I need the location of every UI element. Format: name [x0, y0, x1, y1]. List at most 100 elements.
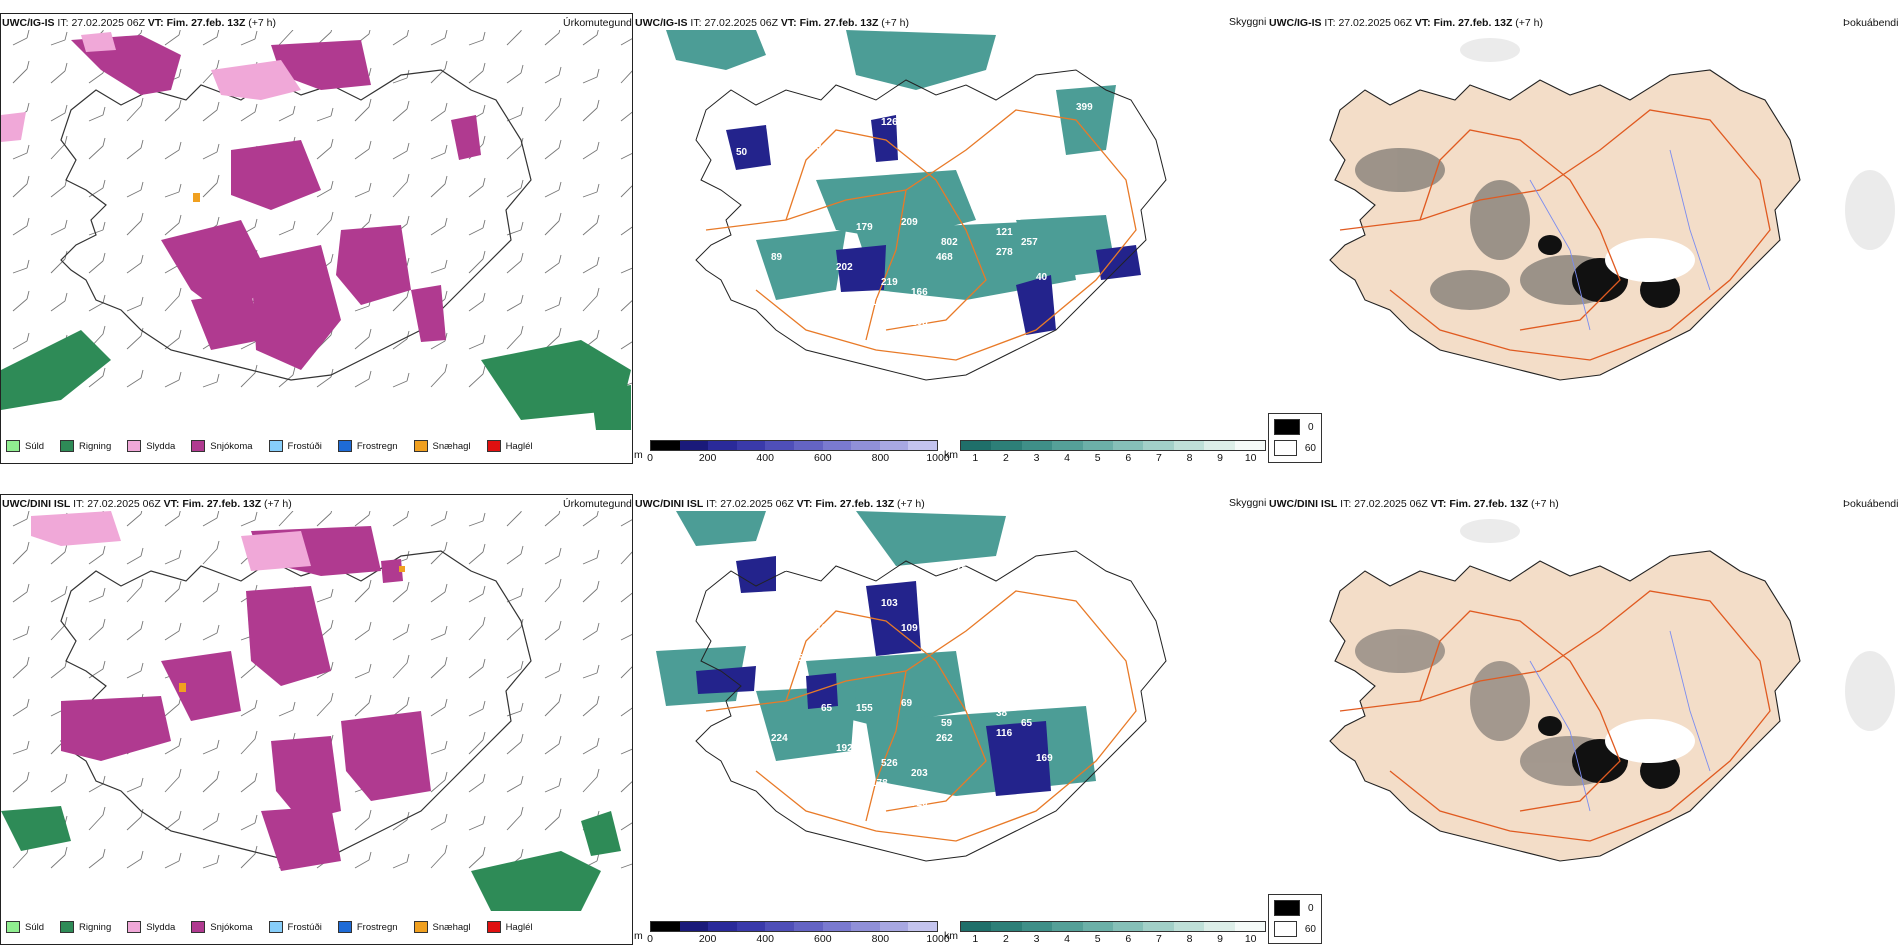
fog-legend-row: 0 — [1274, 900, 1316, 916]
visibility-value-label: 64 — [821, 222, 833, 233]
fog-legend-swatch — [1274, 921, 1297, 937]
wind-barb — [544, 66, 562, 84]
wind-barb — [582, 287, 600, 312]
wind-barb — [620, 748, 632, 755]
colorbar-cells — [960, 440, 1266, 451]
wind-barb — [12, 541, 30, 565]
legend-label: Snjókoma — [210, 440, 253, 452]
wind-barb — [50, 616, 68, 641]
wind-barb — [354, 851, 372, 869]
wind-barb — [430, 844, 448, 869]
visibility-value-label: 103 — [881, 598, 898, 609]
visibility-value-label: 34 — [816, 142, 828, 153]
visibility-value-label: 59 — [941, 718, 953, 729]
wind-barb — [316, 692, 334, 717]
wind-barb — [582, 664, 600, 679]
fog-map-top — [1329, 38, 1895, 381]
colorbar-cell — [651, 441, 680, 450]
wind-barb — [620, 822, 632, 831]
visibility-value-label: 278 — [996, 247, 1013, 258]
legend-swatch — [60, 440, 75, 452]
visibility-value-label: 50 — [736, 147, 748, 158]
wind-barb — [202, 511, 220, 527]
wind-barb — [544, 547, 562, 565]
wind-barb — [50, 31, 68, 46]
visibility-value-label: 231 — [816, 292, 833, 303]
legend-item: Slydda — [127, 440, 175, 452]
wind-barb — [392, 696, 410, 717]
colorbar-cell — [908, 441, 937, 450]
wind-barb — [202, 739, 220, 755]
wind-barb — [468, 846, 486, 869]
legend-swatch — [191, 440, 206, 452]
wind-barb — [164, 214, 182, 236]
colorbar-ticks: 0 200 400 600 800 1000 — [647, 451, 950, 464]
wind-barb — [12, 144, 30, 160]
wind-barb — [582, 549, 600, 565]
wind-barb — [468, 292, 486, 312]
wind-barb — [12, 30, 30, 46]
visibility-value-label: 109 — [901, 623, 918, 634]
visibility-value-label: 468 — [936, 252, 953, 263]
colorbar-tick-label: 10 — [1244, 452, 1257, 464]
wind-barb — [392, 142, 410, 160]
wind-barb — [620, 152, 632, 160]
wind-barb — [126, 212, 144, 236]
wind-barb — [354, 579, 372, 603]
colorbar-cell — [961, 922, 992, 931]
wind-barb — [316, 211, 334, 236]
colorbar-tick-label: 2 — [1002, 452, 1009, 464]
visibility-m-colorbar-bottom: m 0 200 400 600 800 1000 — [634, 921, 950, 945]
colorbar-tick-label: 1 — [972, 452, 979, 464]
colorbar-tick-label: 7 — [1155, 933, 1162, 945]
wind-barb — [50, 219, 68, 236]
wind-barb — [126, 620, 144, 641]
colorbar-tick-label: 4 — [1064, 933, 1071, 945]
visibility-value-label: 40 — [1036, 272, 1048, 283]
wind-barb — [430, 30, 448, 46]
panel-header-precip-bottom: UWC/DINI ISL IT: 27.02.2025 06Z VT: Fim.… — [2, 498, 292, 510]
colorbar-cell — [851, 922, 880, 931]
panel-title-fog-bottom: Þokuábendi — [1843, 498, 1899, 510]
wind-barb — [202, 812, 220, 831]
legend-swatch — [127, 440, 142, 452]
legend-item: Haglél — [486, 440, 533, 452]
legend-label: Slydda — [146, 440, 176, 452]
panel-title-vis-bottom: Skyggni — [1229, 497, 1267, 509]
legend-item: Snjókoma — [191, 440, 253, 452]
wind-barb — [430, 625, 448, 641]
wind-barb — [164, 183, 182, 198]
wind-barb — [164, 810, 182, 831]
colorbar-cell — [1021, 922, 1053, 931]
wind-barb — [278, 366, 296, 388]
snow-pellet-areas — [193, 193, 200, 202]
precip-legend-top: Súld Rigning Slydda Snjókoma Frostúði Frostre… — [6, 440, 533, 452]
wind-barb — [620, 70, 632, 84]
colorbar-cell — [1234, 441, 1266, 450]
wind-barb — [620, 781, 632, 793]
wind-barb — [50, 62, 68, 84]
wind-barb — [392, 173, 410, 198]
visibility-value-label: 220 — [1076, 583, 1093, 594]
wind-barb — [164, 695, 182, 717]
legend-label: Súld — [25, 440, 45, 452]
visibility-value-label: 303 — [741, 598, 758, 609]
wind-barb — [88, 179, 106, 198]
wind-barb — [468, 700, 486, 717]
colorbar-ticks: 1 2 3 4 5 6 7 8 9 10 — [960, 451, 1266, 464]
wind-barb — [468, 585, 486, 603]
visibility-value-label: 69 — [901, 698, 913, 709]
visibility-value-label: 203 — [911, 768, 928, 779]
wind-barb — [202, 854, 220, 869]
wind-barb — [164, 511, 181, 527]
colorbar-tick-label: 200 — [698, 452, 717, 464]
visibility-value-label: 156 — [871, 297, 888, 308]
legend-label: Frostregn — [356, 440, 398, 452]
wind-barb — [620, 267, 632, 274]
wind-barb — [164, 549, 182, 565]
precip-type-panel-top — [0, 13, 633, 464]
colorbar-cell — [793, 922, 823, 931]
precip-type-map-bottom — [1, 511, 632, 911]
colorbar-cell — [1082, 922, 1114, 931]
iceland-outline — [60, 69, 532, 381]
